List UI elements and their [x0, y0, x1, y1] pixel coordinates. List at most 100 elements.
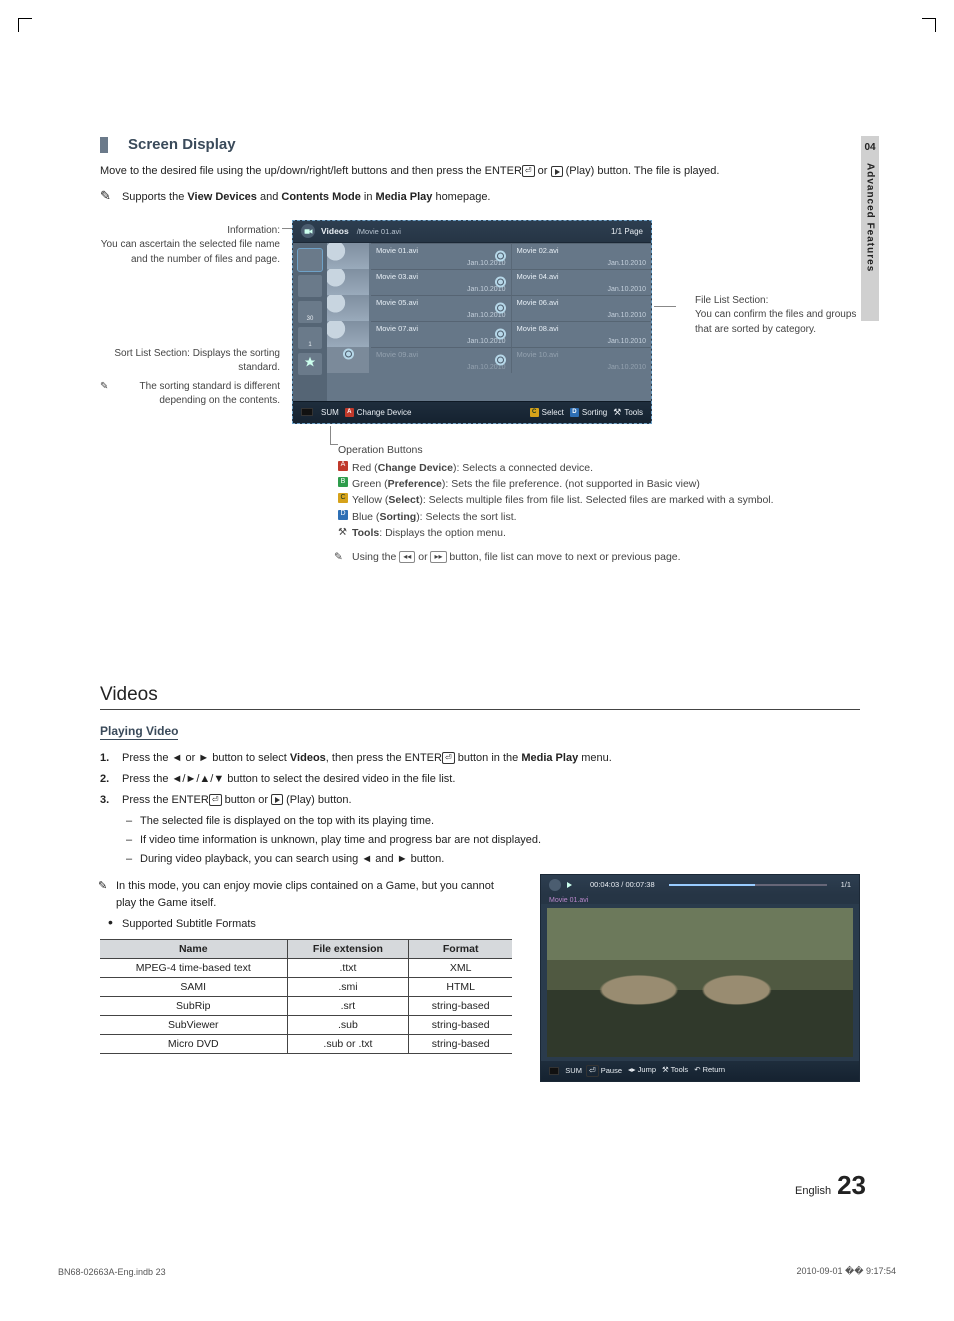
th: Format [409, 939, 512, 958]
step-2: 2.Press the ◄/►/▲/▼ button to select the… [100, 771, 860, 788]
sort-option[interactable] [298, 249, 322, 271]
page-number: 23 [837, 1170, 866, 1201]
thumbnail[interactable] [327, 321, 369, 347]
film-icon [495, 277, 506, 288]
time-indicator: 00:04:03 / 00:07:38 [590, 880, 655, 889]
file-item[interactable]: Movie 10.aviJan.10.2010 [512, 347, 652, 373]
file-item[interactable]: Movie 09.aviJan.10.2010 [371, 347, 512, 373]
callout-text: You can confirm the files and groups tha… [695, 309, 856, 335]
op-red: Red (Change Device): Selects a connected… [338, 460, 774, 476]
callout-text: Displays the sorting standard. [193, 348, 280, 374]
progress-bar[interactable] [669, 884, 827, 886]
callout-filelist: File List Section: You can confirm the f… [695, 294, 860, 338]
sort-option[interactable] [298, 275, 322, 297]
sum-label: SUM [565, 1066, 582, 1075]
text: or [535, 165, 551, 177]
th: Name [100, 939, 287, 958]
subtitle-bullet: Supported Subtitle Formats [100, 916, 512, 933]
op-green: Green (Preference): Sets the file prefer… [338, 476, 774, 492]
text-bold: Media Play [376, 191, 433, 203]
panel-title: Videos [321, 226, 349, 236]
film-icon [495, 329, 506, 340]
file-item[interactable]: Movie 01.aviJan.10.2010 [371, 243, 512, 269]
callout-label: File List Section: [695, 295, 768, 306]
callout-information: Information: You can ascertain the selec… [100, 224, 280, 268]
file-item[interactable]: Movie 04.aviJan.10.2010 [512, 269, 652, 295]
text: (Play) button. The file is played. [563, 165, 720, 177]
subtitle-table: Name File extension Format MPEG-4 time-b… [100, 939, 512, 1054]
section-header: Screen Display [100, 136, 860, 153]
game-note: In this mode, you can enjoy movie clips … [100, 878, 512, 912]
file-item[interactable]: Movie 03.aviJan.10.2010 [371, 269, 512, 295]
playing-video-sub: Playing Video [100, 724, 178, 740]
forward-icon: ▸▸ [430, 551, 446, 563]
player-footer: SUM ⏎ Pause ◂▸ Jump ⚒ Tools ↶ Return [541, 1061, 859, 1081]
step-3: 3. Press the ENTER⏎ button or (Play) but… [100, 792, 860, 868]
file-item[interactable]: Movie 08.aviJan.10.2010 [512, 321, 652, 347]
op-tools: Tools: Displays the option menu. [338, 525, 774, 541]
change-device-button[interactable]: AChange Device [345, 408, 412, 417]
film-icon [343, 348, 354, 359]
sort-option[interactable]: 1 [298, 327, 322, 349]
return-button[interactable]: ↶ Return [694, 1065, 725, 1077]
callout-sortlist: Sort List Section: Displays the sorting … [100, 347, 280, 376]
thumbnail[interactable] [327, 295, 369, 321]
table-row: SAMI.smiHTML [100, 977, 512, 996]
dash-item: During video playback, you can search us… [122, 851, 860, 868]
usb-icon [549, 1067, 559, 1075]
player-filename: Movie 01.avi [541, 895, 859, 904]
file-list[interactable]: Movie 01.aviJan.10.2010 Movie 02.aviJan.… [327, 243, 651, 401]
jump-button[interactable]: ◂▸ Jump [628, 1065, 656, 1077]
sort-option[interactable] [298, 353, 322, 375]
sum-label: SUM [321, 408, 339, 417]
op-blue: Blue (Sorting): Selects the sort list. [338, 509, 774, 525]
pause-button[interactable]: ⏎ Pause [586, 1065, 622, 1077]
play-icon [271, 794, 283, 805]
tools-button[interactable]: Tools [613, 407, 643, 418]
file-item[interactable]: Movie 07.aviJan.10.2010 [371, 321, 512, 347]
text: and [257, 191, 281, 203]
tools-button[interactable]: ⚒ Tools [662, 1065, 688, 1077]
player-header: 00:04:03 / 00:07:38 1/1 [541, 875, 859, 895]
file-item[interactable]: Movie 06.aviJan.10.2010 [512, 295, 652, 321]
op-note: Using the ◂◂ or ▸▸ button, file list can… [338, 549, 774, 565]
select-button[interactable]: CSelect [530, 408, 564, 417]
dash-item: The selected file is displayed on the to… [122, 813, 860, 830]
chapter-number: 04 [864, 142, 875, 153]
callout-text: The sorting standard is different depend… [140, 381, 280, 407]
play-icon [567, 882, 572, 888]
sort-list[interactable]: 30 1 [293, 243, 327, 401]
rewind-icon: ◂◂ [399, 551, 415, 563]
callout-text: You can ascertain the selected file name… [101, 239, 280, 265]
breadcrumb: /Movie 01.avi [357, 227, 401, 236]
callout-label: Information: [100, 224, 280, 239]
sort-option[interactable]: 30 [298, 301, 322, 323]
thumbnail[interactable] [327, 269, 369, 295]
thumbnail[interactable] [327, 347, 369, 373]
thumbnail[interactable] [327, 243, 369, 269]
section-title: Screen Display [128, 136, 236, 153]
dash-item: If video time information is unknown, pl… [122, 832, 860, 849]
intro-text: Move to the desired file using the up/do… [100, 163, 860, 180]
video-player-screen: 00:04:03 / 00:07:38 1/1 Movie 01.avi SUM… [540, 874, 860, 1082]
sorting-button[interactable]: DSorting [570, 408, 607, 417]
file-item[interactable]: Movie 05.aviJan.10.2010 [371, 295, 512, 321]
crop-mark [922, 18, 936, 32]
callout-line [330, 426, 331, 444]
video-frame [547, 908, 853, 1057]
video-icon [549, 879, 561, 891]
film-icon [495, 303, 506, 314]
panel-header: Videos /Movie 01.avi 1/1 Page [293, 221, 651, 243]
operation-buttons: Operation Buttons Red (Change Device): S… [338, 442, 774, 566]
enter-icon: ⏎ [442, 752, 455, 764]
section-bullet [100, 137, 108, 153]
table-row: SubViewer.substring-based [100, 1015, 512, 1034]
film-icon [495, 251, 506, 262]
page-indicator: 1/1 [841, 880, 851, 889]
enter-icon: ⏎ [522, 165, 535, 177]
file-item[interactable]: Movie 02.aviJan.10.2010 [512, 243, 652, 269]
text: homepage. [432, 191, 490, 203]
print-footer-left: BN68-02663A-Eng.indb 23 [58, 1267, 166, 1277]
crop-mark [18, 18, 32, 32]
callout-line [330, 444, 338, 445]
